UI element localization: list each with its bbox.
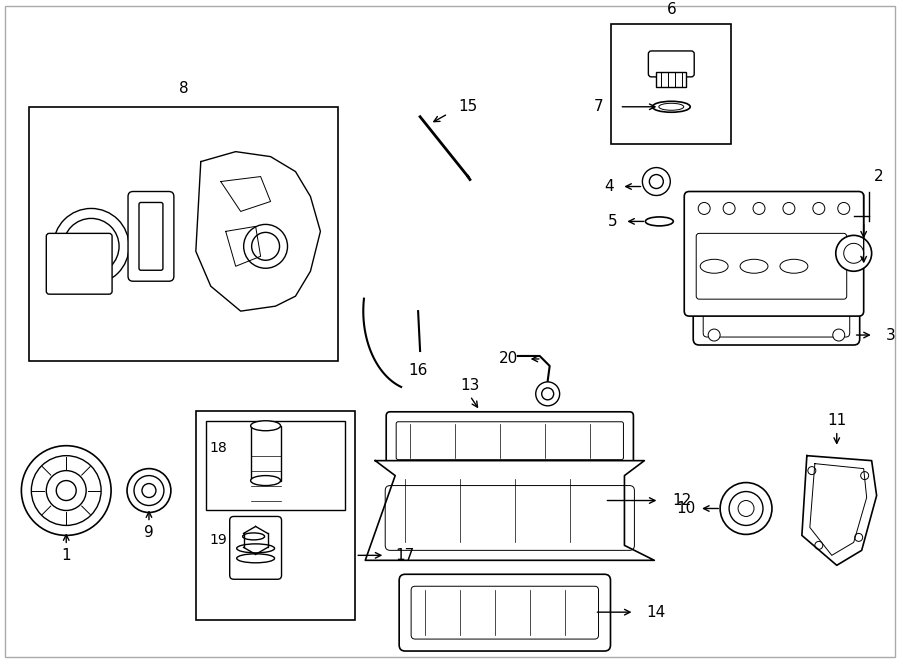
Bar	[250, 426, 281, 481]
Polygon shape	[365, 461, 654, 561]
Bar	[611, 24, 731, 143]
FancyBboxPatch shape	[46, 233, 112, 294]
FancyBboxPatch shape	[684, 192, 864, 316]
Circle shape	[860, 471, 868, 480]
Bar	[196, 410, 356, 620]
FancyBboxPatch shape	[128, 192, 174, 281]
Text: 2: 2	[874, 169, 883, 184]
FancyBboxPatch shape	[230, 516, 282, 579]
Circle shape	[838, 202, 850, 214]
FancyBboxPatch shape	[703, 299, 850, 337]
Circle shape	[723, 202, 735, 214]
Text: 12: 12	[672, 493, 691, 508]
FancyBboxPatch shape	[411, 586, 598, 639]
Text: 18: 18	[210, 441, 228, 455]
Circle shape	[32, 455, 101, 525]
Circle shape	[244, 224, 287, 268]
Circle shape	[142, 484, 156, 498]
Text: 11: 11	[827, 413, 846, 428]
Text: 14: 14	[646, 605, 666, 619]
Ellipse shape	[780, 259, 808, 273]
Circle shape	[708, 329, 720, 341]
Circle shape	[729, 492, 763, 525]
Circle shape	[643, 168, 670, 196]
Polygon shape	[802, 455, 877, 565]
FancyBboxPatch shape	[648, 51, 694, 77]
Circle shape	[855, 533, 863, 541]
Text: 8: 8	[179, 81, 189, 97]
Circle shape	[832, 329, 845, 341]
Ellipse shape	[243, 533, 265, 540]
Bar	[656, 72, 686, 87]
Circle shape	[127, 469, 171, 512]
Circle shape	[536, 382, 560, 406]
Text: 13: 13	[460, 378, 480, 393]
Ellipse shape	[237, 544, 274, 553]
Text: 16: 16	[409, 364, 428, 379]
Text: 6: 6	[666, 1, 676, 17]
FancyBboxPatch shape	[697, 233, 847, 299]
Circle shape	[53, 208, 129, 284]
Circle shape	[57, 481, 76, 500]
Text: 4: 4	[605, 179, 615, 194]
Circle shape	[252, 233, 280, 260]
Circle shape	[79, 235, 104, 258]
Text: 1: 1	[61, 548, 71, 563]
FancyBboxPatch shape	[400, 574, 610, 651]
Circle shape	[843, 243, 864, 263]
Circle shape	[698, 202, 710, 214]
FancyBboxPatch shape	[139, 202, 163, 270]
Text: 20: 20	[499, 352, 517, 366]
Text: 15: 15	[458, 99, 478, 114]
FancyBboxPatch shape	[396, 422, 624, 459]
Ellipse shape	[250, 421, 281, 431]
Circle shape	[22, 446, 111, 535]
FancyBboxPatch shape	[385, 486, 634, 551]
Ellipse shape	[645, 217, 673, 226]
Text: 3: 3	[886, 328, 896, 342]
Text: 7: 7	[594, 99, 604, 114]
FancyBboxPatch shape	[386, 412, 634, 469]
Ellipse shape	[740, 259, 768, 273]
Circle shape	[813, 202, 824, 214]
Ellipse shape	[659, 103, 684, 110]
Bar	[30, 107, 338, 361]
Ellipse shape	[700, 259, 728, 273]
Circle shape	[650, 175, 663, 188]
Circle shape	[814, 541, 823, 549]
Bar	[206, 421, 346, 510]
Circle shape	[63, 218, 119, 274]
Circle shape	[753, 202, 765, 214]
Circle shape	[720, 483, 772, 534]
Circle shape	[46, 471, 86, 510]
Circle shape	[808, 467, 815, 475]
Bar	[652, 182, 662, 194]
Circle shape	[783, 202, 795, 214]
Circle shape	[542, 388, 554, 400]
Ellipse shape	[250, 476, 281, 486]
Text: 17: 17	[395, 548, 414, 563]
Circle shape	[134, 476, 164, 506]
Ellipse shape	[652, 101, 690, 112]
Ellipse shape	[237, 554, 274, 563]
Text: 10: 10	[677, 501, 696, 516]
Text: 9: 9	[144, 525, 154, 540]
Circle shape	[836, 235, 871, 271]
Text: 19: 19	[210, 533, 228, 547]
Ellipse shape	[252, 524, 280, 532]
Circle shape	[738, 500, 754, 516]
Text: 5: 5	[608, 214, 617, 229]
FancyBboxPatch shape	[693, 293, 860, 345]
